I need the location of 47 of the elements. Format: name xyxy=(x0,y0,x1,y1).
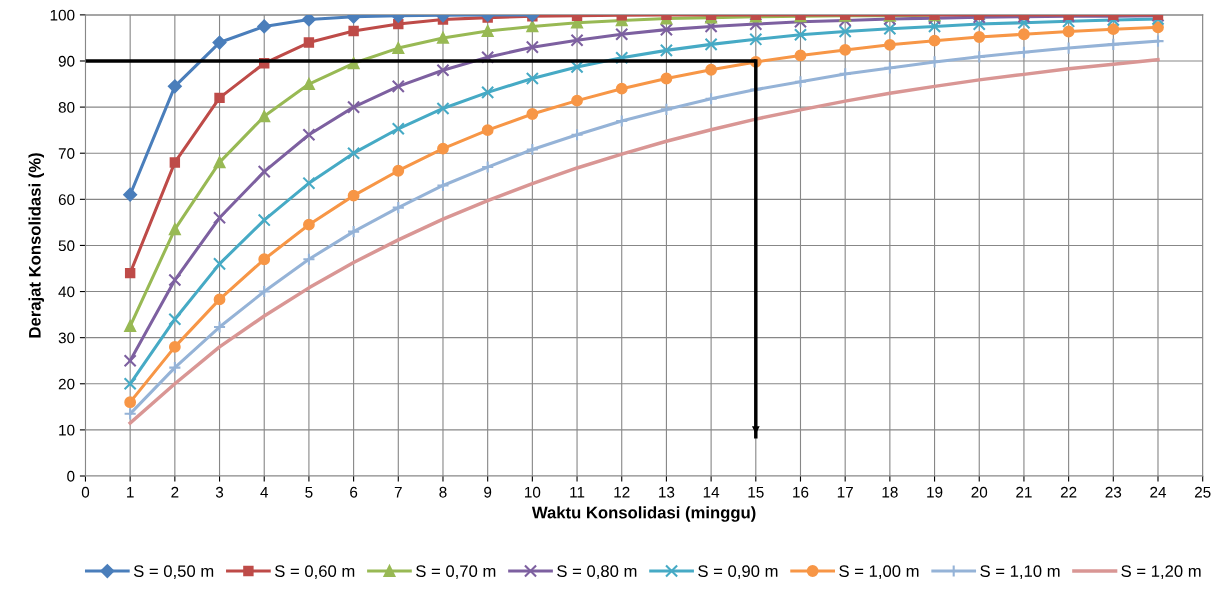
x-tick-label: 16 xyxy=(793,486,809,498)
x-tick-label: 25 xyxy=(1194,486,1211,498)
x-tick-label: 8 xyxy=(439,486,447,498)
y-tick-label: 100 xyxy=(50,9,75,21)
y-axis-title: Derajat Konsolidasi (%) xyxy=(28,153,45,338)
x-tick-label: 22 xyxy=(1060,486,1077,498)
legend-label: S = 1,10 m xyxy=(980,565,1060,579)
x-tick-label: 18 xyxy=(882,486,898,498)
x-tick-label: 2 xyxy=(171,486,179,498)
x-tick-label: 20 xyxy=(971,486,988,498)
x-tick-label: 13 xyxy=(659,486,675,498)
legend-label: S = 1,00 m xyxy=(839,565,919,579)
legend-label: S = 0,90 m xyxy=(698,565,778,579)
legend-label: S = 0,50 m xyxy=(133,565,214,579)
x-tick-label: 1 xyxy=(127,486,134,498)
x-tick-label: 4 xyxy=(260,486,269,498)
x-tick-label: 5 xyxy=(305,486,313,498)
x-tick-label: 11 xyxy=(570,486,585,498)
legend-label: S = 0,70 m xyxy=(416,565,496,579)
x-tick-label: 12 xyxy=(614,486,630,498)
x-tick-label: 6 xyxy=(350,486,358,498)
y-tick-label: 10 xyxy=(59,424,75,436)
x-tick-label: 24 xyxy=(1150,486,1167,498)
y-tick-label: 80 xyxy=(58,101,75,113)
y-tick-label: 50 xyxy=(58,240,75,252)
y-tick-label: 0 xyxy=(67,470,75,482)
x-tick-label: 23 xyxy=(1105,486,1122,498)
x-tick-label: 19 xyxy=(927,486,943,498)
y-tick-label: 70 xyxy=(58,148,75,159)
x-tick-label: 9 xyxy=(484,486,492,498)
legend-label: S = 0,80 m xyxy=(557,565,637,579)
y-tick-label: 60 xyxy=(58,194,75,206)
y-tick-label: 30 xyxy=(58,332,75,344)
x-tick-label: 7 xyxy=(394,486,402,498)
legend-label: S = 0,60 m xyxy=(274,565,355,579)
x-tick-label: 15 xyxy=(748,486,764,498)
x-tick-label: 3 xyxy=(215,486,224,498)
x-tick-label: 0 xyxy=(81,486,90,498)
legend-label: S = 1,20 m xyxy=(1121,565,1201,579)
x-tick-label: 17 xyxy=(837,486,853,498)
x-axis-title: Waktu Konsolidasi (minggu) xyxy=(531,506,756,522)
x-tick-label: 21 xyxy=(1016,486,1032,498)
y-tick-label: 40 xyxy=(58,286,75,298)
y-tick-label: 90 xyxy=(58,55,75,67)
x-tick-label: 14 xyxy=(703,486,720,498)
y-tick-label: 20 xyxy=(58,378,75,390)
x-tick-label: 10 xyxy=(525,486,541,498)
